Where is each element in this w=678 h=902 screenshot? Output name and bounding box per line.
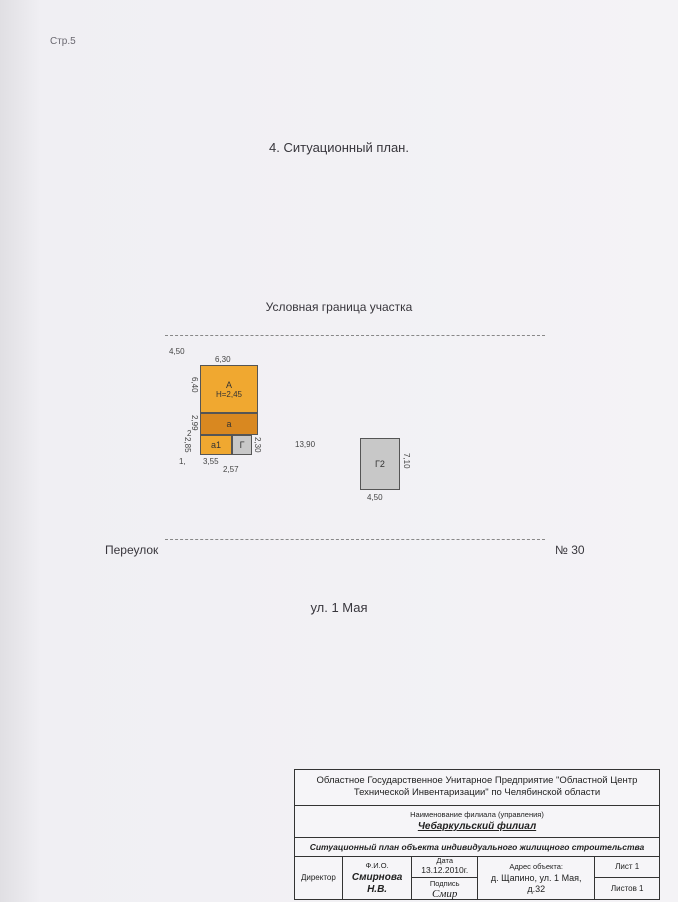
building-a-height: H=2,45 bbox=[216, 390, 242, 399]
building-a1: а1 bbox=[200, 435, 232, 455]
stamp-role: Директор bbox=[295, 857, 343, 899]
dim-a1-seg: 2,57 bbox=[223, 465, 239, 474]
plot-subtitle: Условная граница участка bbox=[0, 300, 678, 314]
building-g2: Г2 bbox=[360, 438, 400, 490]
doc-title: 4. Ситуационный план. bbox=[0, 140, 678, 155]
stamp-date: 13.12.2010г. bbox=[421, 865, 468, 875]
dim-a1-w: 3,55 bbox=[203, 457, 219, 466]
stamp-fio-label: Ф.И.О. bbox=[365, 861, 388, 870]
stamp-org: Областное Государственное Унитарное Пред… bbox=[295, 770, 659, 805]
dim-gap-2: 2 bbox=[187, 429, 191, 438]
title-block: Областное Государственное Унитарное Пред… bbox=[294, 769, 660, 900]
stamp-fio: Смирнова Н.В. bbox=[347, 872, 408, 896]
dim-a-width: 6,30 bbox=[215, 355, 231, 364]
building-a-small-label: а bbox=[226, 419, 231, 429]
stamp-sheet: Лист 1 bbox=[595, 857, 659, 878]
stamp-date-label: Дата bbox=[436, 856, 453, 865]
dim-g2-h: 7,10 bbox=[402, 453, 411, 469]
building-g2-label: Г2 bbox=[375, 459, 385, 469]
street-label: ул. 1 Мая bbox=[0, 600, 678, 615]
stamp-branch: Чебаркульский филиал bbox=[418, 821, 536, 833]
dim-a-height: 6,40 bbox=[190, 377, 199, 393]
building-a-label: А bbox=[226, 380, 232, 390]
building-g-label: Г bbox=[240, 440, 245, 450]
side-right-label: № 30 bbox=[555, 543, 585, 557]
site-plan: А H=2,45 а а1 Г Г2 6,30 6,40 2,99 2,85 4… bbox=[165, 335, 545, 540]
stamp-addr: д. Щапино, ул. 1 Мая, д.32 bbox=[482, 873, 590, 895]
stamp-branch-label: Наименование филиала (управления) bbox=[410, 810, 544, 819]
building-a1-label: а1 bbox=[211, 440, 221, 450]
building-a-small: а bbox=[200, 413, 258, 435]
stamp-signature: Смир bbox=[432, 888, 457, 901]
building-a: А H=2,45 bbox=[200, 365, 258, 413]
page-number: Стр.5 bbox=[50, 36, 76, 47]
stamp-addr-label: Адрес объекта: bbox=[509, 862, 563, 871]
dim-gap-bottom: 1, bbox=[179, 457, 186, 466]
dim-gap-top: 4,50 bbox=[169, 347, 185, 356]
dim-g-w: 2,30 bbox=[253, 437, 262, 453]
stamp-sign-label: Подпись bbox=[430, 879, 460, 888]
building-g: Г bbox=[232, 435, 252, 455]
side-left-label: Переулок bbox=[105, 543, 158, 557]
dim-g2-w: 4,50 bbox=[367, 493, 383, 502]
dim-a1-h: 2,85 bbox=[183, 437, 192, 453]
stamp-sheets: Листов 1 bbox=[595, 878, 659, 899]
dim-mid: 13,90 bbox=[295, 440, 315, 449]
